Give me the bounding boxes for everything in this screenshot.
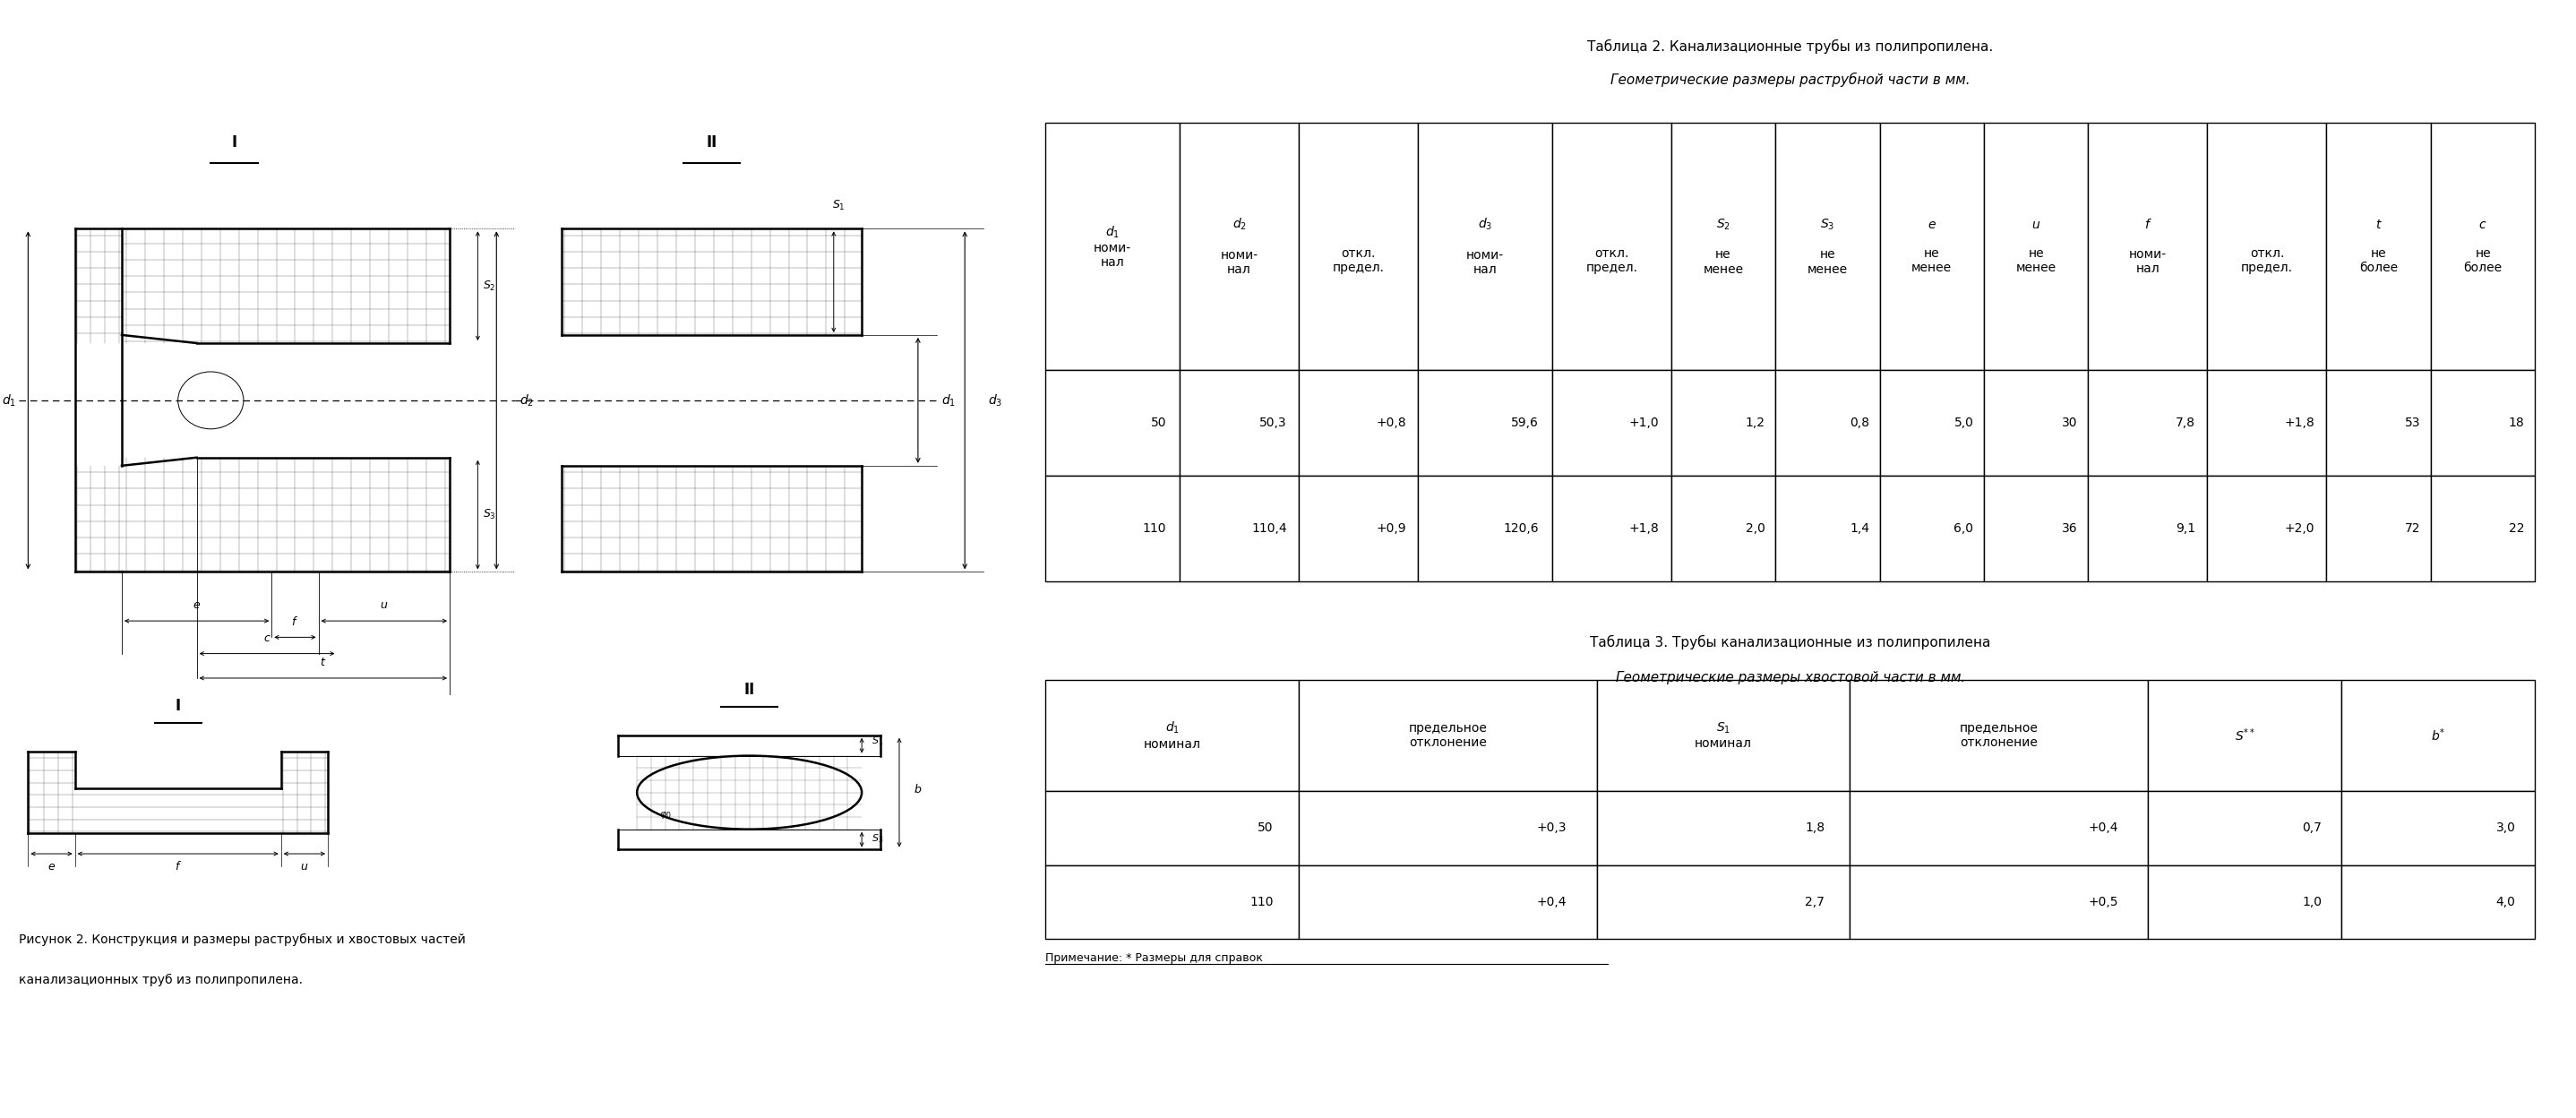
Text: $S_2$: $S_2$	[482, 280, 495, 293]
Text: Геометрические размеры хвостовой части в мм.: Геометрические размеры хвостовой части в…	[1615, 671, 1965, 684]
Text: $d_1$: $d_1$	[940, 392, 956, 408]
Text: I: I	[232, 134, 237, 151]
Text: Примечание: * Размеры для справок: Примечание: * Размеры для справок	[1046, 953, 1262, 964]
Text: $e$: $e$	[193, 599, 201, 612]
Text: $\varphi_0$: $\varphi_0$	[659, 809, 672, 821]
Text: Таблица 3. Трубы канализационные из полипропилена: Таблица 3. Трубы канализационные из поли…	[1589, 635, 1991, 650]
Text: $b$: $b$	[914, 783, 922, 795]
Text: $e$: $e$	[46, 861, 57, 873]
Text: Геометрические размеры раструбной части в мм.: Геометрические размеры раструбной части …	[1610, 73, 1971, 87]
Text: $f$: $f$	[175, 860, 180, 873]
Text: $u$: $u$	[379, 599, 389, 612]
Text: $d_3$: $d_3$	[989, 392, 1002, 408]
Text: $u$: $u$	[301, 861, 309, 873]
Text: $t$: $t$	[319, 657, 327, 669]
Text: $S_3$: $S_3$	[871, 833, 884, 845]
Text: $d_1$: $d_1$	[3, 392, 15, 408]
Text: $S_3$: $S_3$	[482, 508, 495, 521]
Text: Рисунок 2. Конструкция и размеры раструбных и хвостовых частей: Рисунок 2. Конструкция и размеры раструб…	[18, 934, 466, 946]
Text: $S_1$: $S_1$	[871, 735, 884, 747]
Text: II: II	[744, 682, 755, 698]
Text: $d_2$: $d_2$	[520, 392, 533, 408]
Text: $f$: $f$	[291, 615, 299, 627]
Text: Таблица 2. Канализационные трубы из полипропилена.: Таблица 2. Канализационные трубы из поли…	[1587, 39, 1994, 54]
Text: $S_1$: $S_1$	[832, 199, 845, 212]
Text: I: I	[175, 699, 180, 714]
Text: $c$: $c$	[263, 633, 270, 644]
Text: II: II	[706, 134, 716, 151]
Text: канализационных труб из полипропилена.: канализационных труб из полипропилена.	[18, 974, 301, 987]
